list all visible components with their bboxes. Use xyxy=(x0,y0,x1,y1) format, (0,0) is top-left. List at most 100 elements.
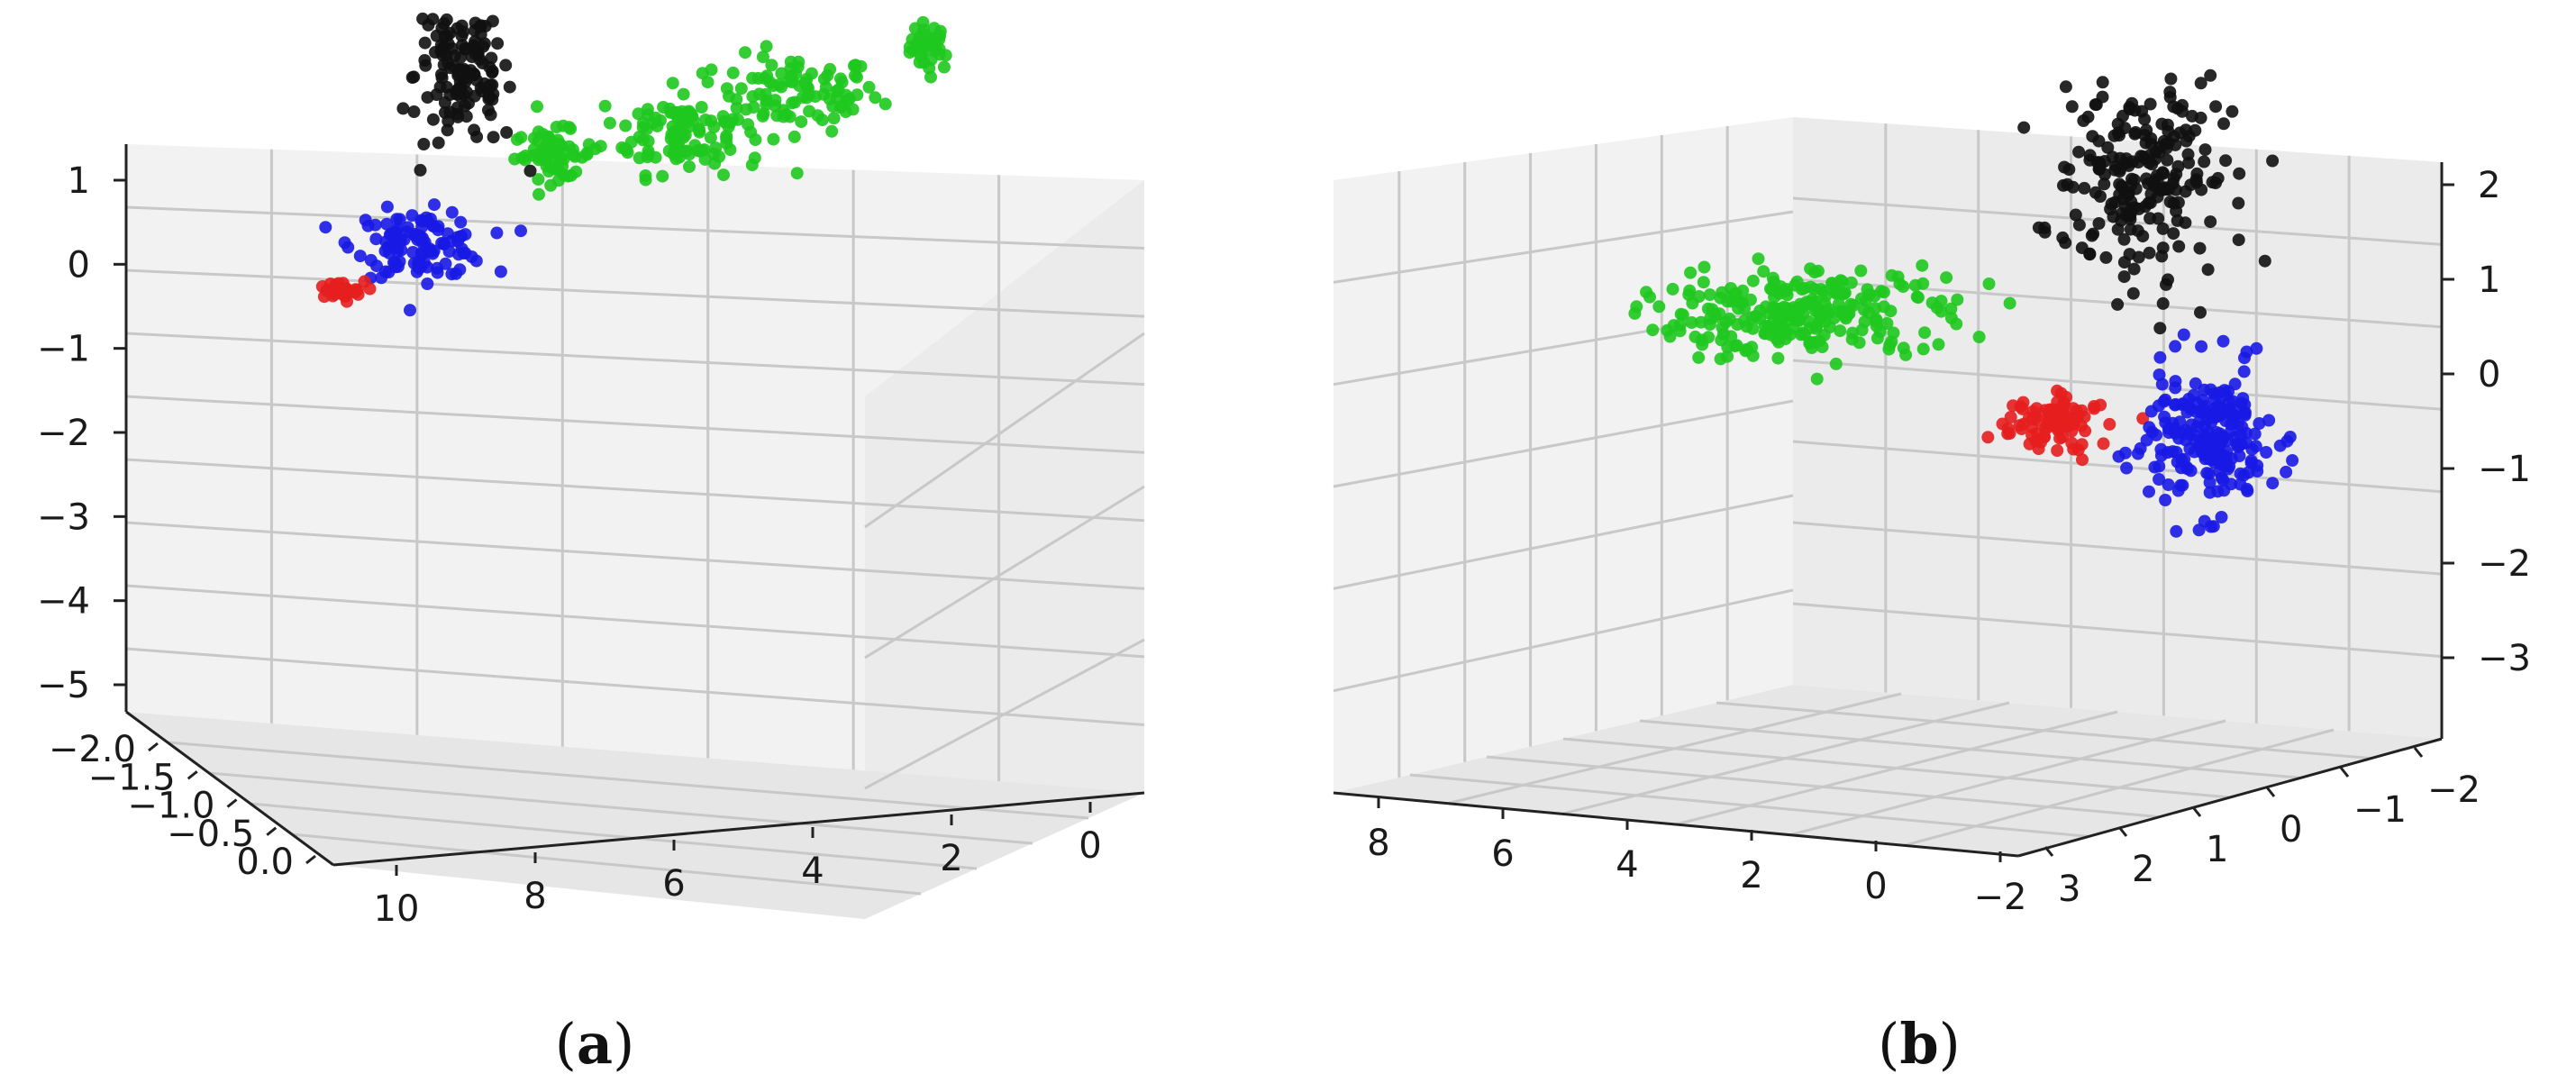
panel-b-x-tick-label: 4 xyxy=(1616,844,1638,886)
panel-b-point-blue xyxy=(2206,432,2219,445)
panel-a-z-tick-label: −4 xyxy=(37,581,90,623)
panel-b-point-blue xyxy=(2148,460,2162,474)
panel-b-point-black xyxy=(2153,322,2167,335)
panel-b-point-green xyxy=(1684,266,1698,279)
panel-b-point-blue xyxy=(2242,466,2255,479)
panel-a-point-blue xyxy=(445,205,459,219)
panel-b-point-black xyxy=(2206,176,2219,189)
caption-a-close: ) xyxy=(613,1011,634,1077)
panel-a-x-tick-label: 4 xyxy=(801,851,824,892)
panel-b-point-green xyxy=(1746,311,1759,324)
panel-b-point-black xyxy=(2167,227,2180,241)
panel-a-point-green xyxy=(734,82,748,96)
panel-a-point-green xyxy=(640,123,653,136)
panel-a-point-black xyxy=(441,123,454,137)
panel-b-point-blue xyxy=(2248,427,2262,441)
panel-a-point-black xyxy=(491,37,505,50)
panel-a-point-blue xyxy=(388,256,402,269)
panel-b-point-green xyxy=(1704,312,1716,325)
panel-b-3d-scatter: 2 1 0 −1 −2 −3 8 6 4 2 0 −2 3 2 1 0 −1 −2 xyxy=(1333,68,2531,918)
panel-b-point-blue xyxy=(2112,450,2125,463)
panel-a-grid-line xyxy=(125,268,1145,318)
panel-a-z-tick-label: 1 xyxy=(68,160,90,202)
panel-a-point-green xyxy=(642,144,655,158)
panel-a-point-black xyxy=(453,89,467,103)
panel-b-point-green xyxy=(1908,278,1922,292)
panel-b-point-blue xyxy=(2228,431,2242,443)
panel-b-point-black xyxy=(2153,145,2166,159)
panel-a-point-green xyxy=(869,91,882,105)
panel-b-point-black xyxy=(2193,241,2207,255)
panel-b-point-green xyxy=(1771,351,1785,365)
panel-b-grid-line xyxy=(1903,728,2335,847)
panel-a-point-black xyxy=(435,22,449,35)
panel-b-z-tick-label: 0 xyxy=(2478,354,2500,396)
panel-b-point-green xyxy=(1972,331,1986,343)
panel-a-point-green xyxy=(939,49,952,62)
panel-b-point-red xyxy=(2053,423,2066,436)
panel-a-point-black xyxy=(414,163,427,177)
panel-b-point-black xyxy=(2204,215,2217,229)
panel-a-point-green xyxy=(757,107,770,121)
panel-b-point-black xyxy=(2195,183,2208,196)
panel-a-point-black xyxy=(418,54,432,67)
panel-b-point-blue xyxy=(2159,494,2172,506)
panel-b-point-blue xyxy=(2144,405,2158,418)
panel-a-y-tick-label: −1.0 xyxy=(127,786,214,827)
panel-b-point-blue xyxy=(2192,415,2206,429)
panel-a-point-green xyxy=(805,67,818,80)
panel-a-point-green xyxy=(827,112,841,125)
panel-a-point-green xyxy=(811,109,824,123)
panel-a-point-blue xyxy=(494,265,507,278)
panel-b-point-black xyxy=(2172,240,2186,253)
panel-a-point-green xyxy=(632,107,645,121)
panel-b-point-green xyxy=(1858,315,1871,329)
panel-a-point-green xyxy=(903,41,916,54)
panel-b-point-green xyxy=(1880,317,1894,330)
panel-b-point-red xyxy=(2071,443,2085,457)
panel-a-point-green xyxy=(742,118,755,132)
panel-a-point-blue xyxy=(445,268,459,281)
panel-b-y-tick-mark xyxy=(2265,787,2276,797)
panel-b-point-blue xyxy=(2262,414,2276,427)
panel-b-point-blue xyxy=(2232,417,2244,431)
panel-b-grid-line xyxy=(1447,692,1902,805)
panel-a-point-green xyxy=(704,131,717,144)
panel-b-point-black xyxy=(2144,132,2158,145)
panel-a-point-red xyxy=(336,282,350,296)
panel-a-point-green xyxy=(511,132,523,146)
panel-b-point-black xyxy=(2184,178,2198,192)
panel-a-point-black xyxy=(460,110,473,123)
panel-b-point-green xyxy=(1666,282,1679,296)
panel-a-point-green xyxy=(532,125,545,139)
panel-a-point-green xyxy=(720,129,733,142)
panel-b-point-black xyxy=(2083,149,2097,162)
panel-a-point-black xyxy=(429,46,441,59)
panel-b-point-black xyxy=(2209,100,2223,114)
panel-b-point-black xyxy=(2058,160,2071,174)
panel-b-y-axis-line xyxy=(2017,737,2443,858)
panel-b-point-black xyxy=(2258,254,2271,268)
panel-b-point-red xyxy=(1981,431,1995,444)
panel-b-point-green xyxy=(1818,296,1832,310)
panel-b-point-blue xyxy=(2245,442,2259,456)
panel-b-point-black xyxy=(2155,250,2169,263)
panel-a-point-green xyxy=(695,101,708,114)
panel-b-point-black xyxy=(2115,179,2128,193)
panel-b-point-green xyxy=(1792,314,1806,327)
panel-b-point-green xyxy=(1846,326,1860,340)
panel-b-point-black xyxy=(2232,233,2245,247)
panel-b-grid-line xyxy=(1561,701,2010,815)
panel-b-point-black xyxy=(2161,153,2174,167)
panel-b-point-black xyxy=(2117,270,2131,284)
panel-b-point-blue xyxy=(2162,446,2175,460)
panel-b-point-green xyxy=(1779,305,1792,319)
panel-b-point-green xyxy=(1884,305,1898,318)
panel-a-point-blue xyxy=(370,259,383,273)
panel-b-point-green xyxy=(2003,296,2016,310)
panel-b-point-green xyxy=(1885,268,1898,282)
panel-b-point-red xyxy=(2007,399,2020,413)
panel-a-point-blue xyxy=(353,250,367,263)
panel-b-point-black xyxy=(2072,218,2086,232)
panel-b-point-green xyxy=(1725,282,1737,295)
